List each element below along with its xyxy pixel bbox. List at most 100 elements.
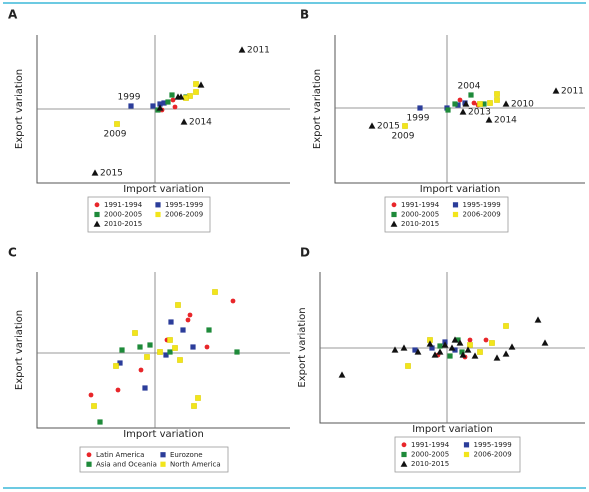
axis-frame [36, 35, 290, 184]
legend-text: 2010-2015 [401, 220, 439, 228]
point [467, 337, 473, 343]
axis-frame [36, 272, 290, 429]
point [187, 312, 193, 318]
point [414, 348, 422, 355]
legend-text: 2000-2005 [411, 451, 449, 459]
point [445, 107, 451, 113]
point [502, 350, 510, 357]
panel-letter: D [300, 246, 310, 260]
point [175, 302, 181, 308]
point [455, 102, 461, 108]
x-axis-label: Import variation [420, 184, 501, 195]
legend-text: 2010-2015 [104, 220, 142, 228]
point [167, 349, 173, 355]
point [180, 327, 186, 333]
legend-marker [391, 211, 397, 218]
legend-marker [391, 202, 397, 208]
point [477, 349, 483, 355]
point [137, 344, 143, 350]
point [142, 385, 148, 391]
legend-text: 2010-2015 [411, 460, 449, 468]
point [481, 101, 487, 107]
axis-frame [319, 272, 585, 424]
y-axis-label: Export variation [312, 69, 323, 149]
point [91, 169, 99, 176]
point [452, 101, 458, 107]
legend-box [79, 446, 229, 473]
point [172, 104, 178, 110]
point [204, 344, 210, 350]
point [165, 99, 171, 105]
point [503, 323, 509, 329]
point-label: 2004 [458, 82, 481, 92]
legend-marker [86, 461, 92, 467]
legend-text: Asia and Oceania [96, 460, 157, 468]
point [119, 347, 125, 353]
point-label: 2015 [377, 122, 400, 132]
point [193, 89, 199, 95]
legend-marker [463, 442, 470, 448]
point [489, 340, 495, 346]
point [230, 298, 236, 304]
legend-text: 1995-1999 [165, 201, 203, 209]
point [534, 316, 542, 323]
point [180, 118, 188, 125]
point [485, 116, 493, 123]
point-label: 2013 [468, 108, 491, 118]
legend-marker [390, 220, 398, 227]
point [138, 367, 144, 373]
panel-letter: C [8, 246, 17, 260]
point [144, 354, 150, 360]
point [88, 392, 94, 398]
point [191, 403, 197, 409]
legend-marker [160, 452, 166, 458]
legend-box [394, 436, 521, 473]
point [455, 337, 461, 343]
legend-marker [452, 202, 459, 208]
point [483, 337, 489, 343]
point [338, 371, 346, 378]
point [190, 344, 196, 350]
point [234, 349, 240, 355]
point [459, 351, 467, 358]
legend-marker [93, 220, 101, 227]
point-label: 1999 [118, 93, 141, 103]
point [183, 95, 189, 101]
point [400, 344, 408, 351]
panel-letter: A [8, 8, 18, 22]
point [426, 340, 434, 347]
point [147, 342, 153, 348]
point [493, 354, 501, 361]
point [502, 100, 510, 107]
point [459, 108, 467, 115]
point [177, 357, 183, 363]
legend-text: 2006-2009 [474, 451, 512, 459]
legend-text: 1991-1994 [104, 201, 143, 209]
point [167, 337, 173, 343]
point [429, 345, 435, 351]
point [405, 363, 411, 369]
point [471, 352, 479, 359]
legend-text: 1991-1994 [411, 441, 450, 449]
point [468, 92, 474, 98]
point [487, 100, 493, 106]
point [451, 336, 459, 343]
point [459, 349, 465, 355]
legend-marker [155, 202, 161, 208]
legend-marker [401, 451, 407, 458]
point [206, 327, 212, 333]
point [212, 289, 218, 295]
point [391, 346, 399, 353]
legend-text: 1995-1999 [474, 441, 512, 449]
legend-text: 1991-1994 [401, 201, 440, 209]
legend-marker [160, 461, 166, 467]
point [128, 103, 134, 109]
point [508, 343, 516, 350]
point [117, 360, 123, 366]
point [193, 81, 199, 87]
legend-text: Latin America [96, 451, 144, 459]
point [172, 345, 178, 351]
legend-box [87, 196, 211, 233]
